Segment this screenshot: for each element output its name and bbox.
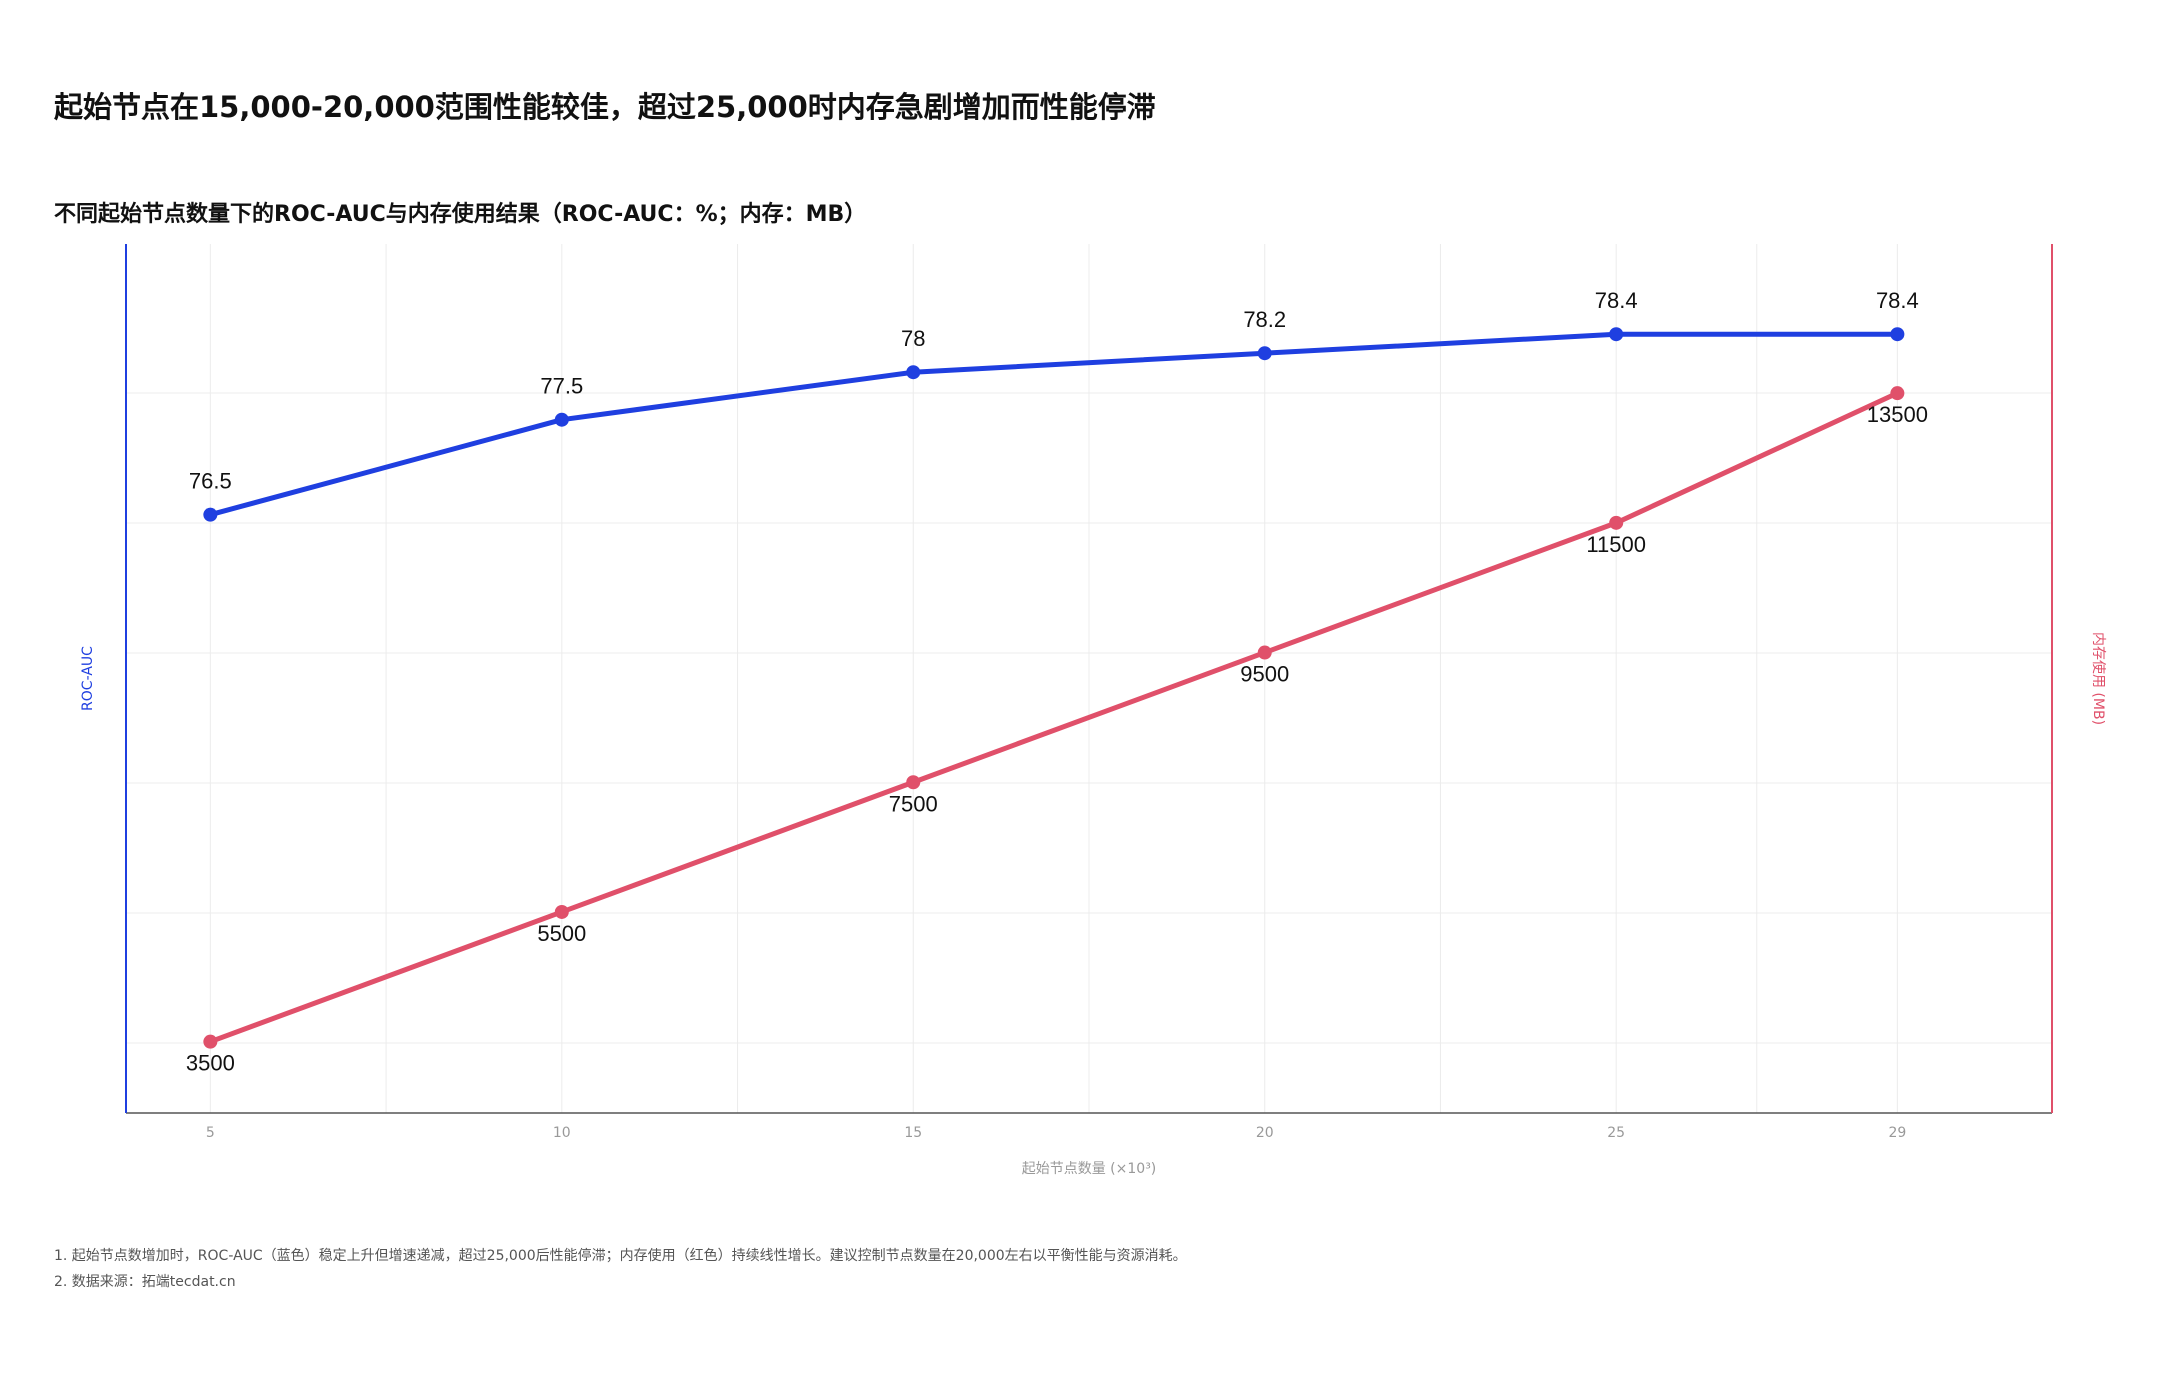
memory-point (1890, 386, 1905, 401)
footnote-1: 1. 起始节点数增加时，ROC-AUC（蓝色）稳定上升但增速递减，超过25,00… (54, 1248, 1187, 1264)
roc-auc-data-label: 78.2 (1243, 307, 1286, 332)
memory-data-label: 3500 (186, 1051, 235, 1076)
memory-data-label: 11500 (1586, 532, 1646, 557)
memory-point (1257, 645, 1272, 660)
chart-title: 不同起始节点数量下的ROC-AUC与内存使用结果（ROC-AUC：%；内存：MB… (54, 202, 867, 227)
roc-auc-point (906, 365, 921, 380)
memory-data-label: 5500 (537, 921, 586, 946)
x-tick-label: 25 (1607, 1125, 1625, 1141)
page-title: 起始节点在15,000-20,000范围性能较佳，超过25,000时内存急剧增加… (54, 90, 1156, 124)
roc-auc-point (554, 412, 569, 427)
memory-data-label: 7500 (889, 791, 938, 816)
x-tick-label: 10 (553, 1125, 571, 1141)
y-axis-left-title: ROC-AUC (80, 646, 96, 711)
memory-line (207, 390, 1900, 1045)
memory-point (906, 775, 921, 790)
footnote-2: 2. 数据来源：拓端tecdat.cn (54, 1274, 236, 1290)
roc-auc-point (1609, 327, 1624, 342)
memory-point (203, 1034, 218, 1049)
x-axis-title: 起始节点数量 (×10³) (1022, 1161, 1157, 1177)
memory-point (1609, 515, 1624, 530)
roc-auc-data-label: 76.5 (189, 469, 232, 494)
y-axis-right-title: 内存使用 (MB) (2090, 632, 2107, 725)
roc-auc-data-label: 77.5 (540, 374, 583, 399)
roc-auc-point (203, 507, 218, 522)
memory-data-label: 13500 (1867, 402, 1928, 427)
x-tick-label: 5 (206, 1125, 215, 1141)
x-tick-label: 29 (1888, 1125, 1906, 1141)
roc-auc-data-label: 78.4 (1595, 288, 1638, 313)
x-tick-label: 15 (904, 1125, 922, 1141)
memory-point (554, 904, 569, 919)
roc-auc-point (1257, 346, 1272, 361)
roc-auc-data-label: 78.4 (1876, 288, 1919, 313)
roc-auc-data-label: 78 (901, 326, 925, 351)
footnotes: 1. 起始节点数增加时，ROC-AUC（蓝色）稳定上升但增速递减，超过25,00… (54, 1243, 1187, 1295)
roc-auc-line (207, 331, 1900, 518)
x-tick-label: 20 (1256, 1125, 1274, 1141)
memory-data-label: 9500 (1240, 662, 1289, 687)
roc-auc-point (1890, 327, 1905, 342)
